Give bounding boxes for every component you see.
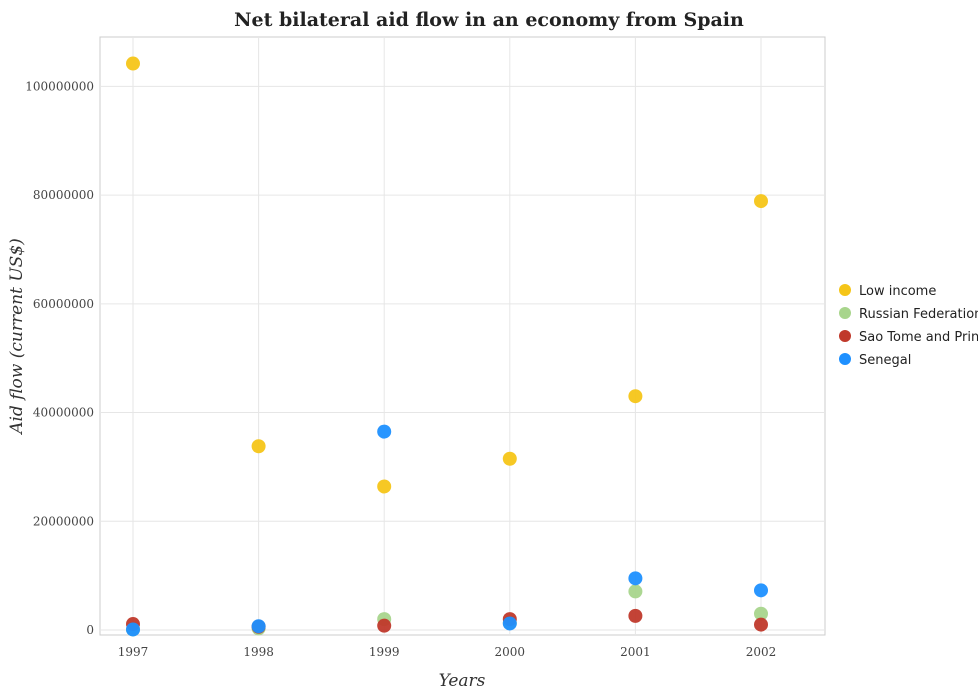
- point-low-income-2001: [628, 389, 643, 404]
- point-senegal-1998: [251, 619, 266, 634]
- legend-label: Sao Tome and Principe: [859, 330, 978, 345]
- x-axis-label: Years: [439, 671, 486, 691]
- x-axis-ticks: 1997 1998 1999 2000 2001 2002: [118, 645, 777, 659]
- y-tick-label: 80000000: [33, 188, 94, 202]
- legend-label: Low income: [859, 284, 936, 299]
- plot-area: [99, 36, 826, 636]
- point-low-income-1999: [377, 479, 392, 494]
- point-low-income-1998: [251, 439, 266, 454]
- legend-marker: [839, 330, 851, 342]
- point-low-income-2002: [754, 194, 768, 209]
- x-tick-label: 1999: [369, 645, 400, 659]
- x-tick-label: 2000: [495, 645, 526, 659]
- point-senegal-2002: [754, 583, 768, 598]
- y-tick-label: 40000000: [33, 406, 94, 420]
- x-tick-label: 2001: [620, 645, 651, 659]
- y-axis-ticks: 0 20000000 40000000 60000000 80000000 1000000…: [25, 79, 94, 637]
- point-senegal-1999: [377, 424, 392, 439]
- grid-lines: [100, 37, 825, 635]
- y-tick-label: 20000000: [33, 514, 94, 528]
- y-tick-label: 0: [86, 623, 94, 637]
- data-points: [126, 56, 768, 637]
- y-axis-label: Aid flow (current US$): [7, 238, 27, 436]
- legend-label: Senegal: [859, 353, 911, 368]
- point-russian-federation-2002: [754, 606, 768, 621]
- point-russian-federation-2001: [628, 584, 643, 599]
- point-low-income-2000: [502, 451, 517, 466]
- point-sao-tome-and-principe-2001: [628, 608, 643, 623]
- point-sao-tome-and-principe-2002: [754, 617, 768, 632]
- point-senegal-2000: [502, 616, 517, 631]
- x-tick-label: 2002: [746, 645, 777, 659]
- point-senegal-1997: [126, 622, 140, 637]
- legend-marker: [839, 307, 851, 319]
- x-tick-label: 1997: [118, 645, 149, 659]
- x-tick-label: 1998: [243, 645, 274, 659]
- y-tick-label: 60000000: [33, 297, 94, 311]
- chart-title: Net bilateral aid flow in an economy fro…: [234, 9, 744, 31]
- legend-marker: [839, 353, 851, 365]
- legend-marker: [839, 284, 851, 296]
- legend: Low income Russian Federation Sao Tome and…: [839, 284, 978, 368]
- y-tick-label: 100000000: [25, 79, 94, 93]
- point-sao-tome-and-principe-1999: [377, 618, 392, 633]
- legend-label: Russian Federation: [859, 307, 978, 322]
- point-senegal-2001: [628, 571, 643, 586]
- point-low-income-1997: [126, 56, 140, 71]
